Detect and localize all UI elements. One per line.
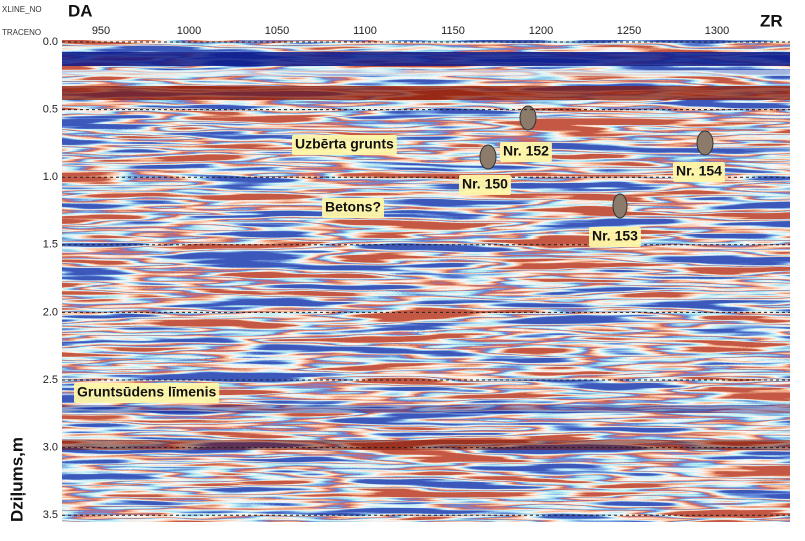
x-tick-label: 1200 [529,25,553,37]
x-tick-label: 1000 [177,25,201,37]
annotation-box [459,175,511,195]
annotation: Betons? [325,199,381,215]
reflection-bands [62,52,790,450]
annotation: Nr. 153 [592,228,638,244]
annotation: Nr. 150 [462,176,508,192]
y-tick-label: 3.5 [43,509,58,521]
annotation-box [589,227,641,247]
y-tick-label: 1.5 [43,239,58,251]
y-tick-label: 2.0 [43,306,58,318]
annotation: Nr. 154 [676,163,722,179]
x-axis-sub: TRACENO [2,28,41,37]
x-axis-name: XLINE_NO [2,5,42,14]
annotation: Nr. 152 [503,143,549,159]
y-tick-label: 3.0 [43,442,58,454]
direction-right: ZR [760,11,783,30]
x-tick-label: 1050 [265,25,289,37]
annotation: Uzbērta grunts [295,136,394,152]
y-axis-name: Dziļums,m [7,437,26,522]
direction-left: DA [68,1,93,20]
annotation-box [74,383,220,403]
y-tick-label: 1.0 [43,171,58,183]
y-tick-label: 0.5 [43,104,58,116]
y-tick-label: 0.0 [43,36,58,48]
x-tick-label: 1150 [441,25,465,37]
annotation-box [673,162,725,182]
annotation-box [292,135,397,155]
annotation: Gruntsūdens līmenis [77,384,216,400]
annotation-box [500,142,552,162]
targets [479,105,714,219]
x-tick-label: 950 [92,25,110,37]
x-tick-label: 1250 [617,25,641,37]
x-tick-label: 1300 [705,25,729,37]
y-tick-label: 2.5 [43,374,58,386]
x-tick-label: 1100 [353,25,377,37]
annotation-box [322,198,384,218]
